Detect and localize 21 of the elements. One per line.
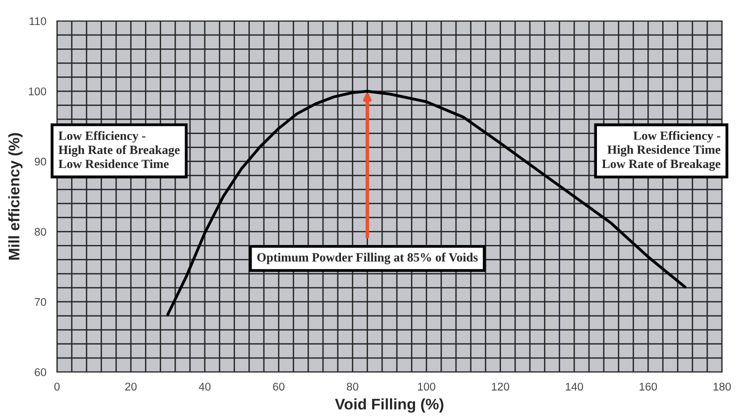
x-tick-label: 80 — [346, 382, 358, 391]
y-tick-label: 60 — [34, 368, 46, 376]
x-tick-label: 40 — [198, 382, 211, 391]
y-tick-label: 80 — [34, 228, 46, 236]
y-tick-label: 100 — [28, 87, 46, 96]
y-axis-title: Mill efficiency (%) — [8, 133, 22, 260]
annotation: Low Efficiency - High Rate of Breakage Low Residence Time — [58, 131, 180, 168]
x-tick-label: 0 — [54, 382, 60, 391]
x-axis-title: Void Filling (%) — [335, 398, 444, 413]
x-tick-label: 60 — [273, 382, 284, 391]
y-tick-label: 90 — [34, 158, 46, 166]
y-tick-label: 70 — [34, 298, 46, 306]
annotation: Low Efficiency - High Residence Time Low Rate of Breakage — [602, 131, 720, 171]
x-tick-label: 20 — [125, 382, 137, 391]
x-tick-label: 160 — [640, 382, 657, 391]
x-tick-label: 120 — [492, 382, 510, 391]
annotation: Optimum Powder Filling at 85% of Voids — [257, 252, 478, 264]
x-tick-label: 180 — [714, 382, 731, 391]
x-tick-label: 140 — [566, 382, 584, 391]
x-tick-label: 100 — [418, 382, 436, 391]
y-tick-label: 110 — [30, 17, 46, 26]
